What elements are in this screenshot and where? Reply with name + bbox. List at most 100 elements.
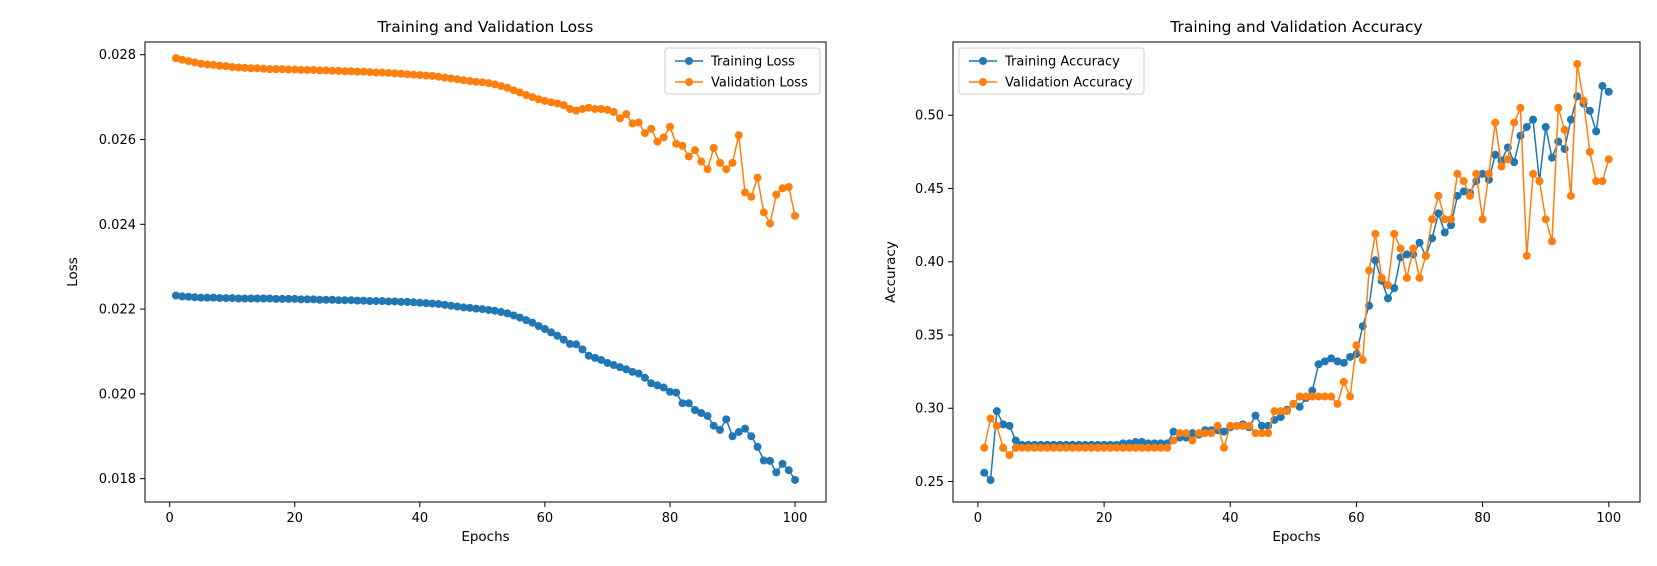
data-point — [209, 293, 218, 302]
data-point — [365, 297, 374, 306]
data-point — [1137, 443, 1146, 452]
data-point — [1434, 209, 1443, 218]
data-point — [465, 303, 474, 312]
data-point — [1592, 177, 1601, 186]
x-tick-label: 80 — [1474, 511, 1491, 526]
data-point — [553, 99, 562, 108]
data-point — [716, 425, 724, 434]
data-point — [472, 77, 481, 86]
y-axis-label: Loss — [65, 257, 81, 287]
data-point — [572, 106, 581, 115]
data-point — [665, 122, 674, 131]
data-point — [1484, 175, 1493, 184]
data-point — [772, 190, 781, 199]
data-point — [284, 65, 293, 74]
legend-entry: Validation Accuracy — [969, 76, 1133, 91]
data-point — [1346, 392, 1355, 401]
legend: Training Loss Validation Loss — [664, 47, 821, 95]
data-point — [1522, 122, 1531, 131]
data-point — [992, 407, 1001, 416]
data-point — [980, 443, 989, 452]
data-point — [228, 294, 237, 303]
data-point — [1421, 251, 1430, 260]
data-point — [722, 415, 731, 424]
y-tick-label: 0.50 — [915, 109, 944, 124]
data-point — [559, 101, 568, 110]
data-point — [1352, 341, 1361, 350]
data-point — [615, 363, 624, 372]
data-point — [522, 316, 531, 325]
data-point — [672, 388, 681, 397]
x-tick-label: 100 — [1596, 511, 1621, 526]
data-point — [178, 55, 187, 64]
data-point — [290, 65, 299, 74]
data-point — [359, 296, 368, 305]
data-point — [640, 129, 649, 138]
data-point — [228, 63, 237, 72]
data-point — [1365, 266, 1374, 275]
y-tick-label: 0.026 — [99, 133, 136, 148]
data-point — [1308, 392, 1317, 401]
x-tick-label: 80 — [662, 511, 679, 526]
data-point — [1339, 377, 1348, 386]
data-point — [1119, 443, 1128, 452]
x-tick-label: 20 — [286, 511, 303, 526]
data-point — [734, 428, 743, 437]
data-point — [647, 379, 656, 388]
data-point — [1238, 421, 1247, 430]
data-point — [340, 296, 349, 305]
data-point — [472, 304, 481, 313]
data-point — [1402, 273, 1411, 282]
data-point — [353, 67, 362, 76]
data-point — [365, 68, 374, 77]
data-point — [1320, 357, 1329, 366]
data-point — [1030, 443, 1039, 452]
data-point — [1283, 407, 1292, 416]
legend-box — [664, 47, 821, 95]
data-point — [1264, 429, 1273, 438]
data-point — [272, 65, 281, 74]
data-point — [1598, 81, 1607, 90]
data-point — [221, 62, 230, 71]
x-tick-label: 0 — [974, 511, 982, 526]
data-point — [590, 104, 599, 113]
data-point — [1377, 273, 1386, 282]
data-point — [203, 293, 212, 302]
data-point — [1011, 436, 1020, 445]
data-point — [1188, 429, 1197, 438]
data-point — [1434, 191, 1443, 200]
data-point — [1453, 191, 1462, 200]
y-tick-label: 0.022 — [99, 303, 136, 318]
data-point — [1402, 250, 1411, 259]
data-point — [622, 365, 631, 374]
data-point — [440, 73, 449, 82]
data-point — [1037, 443, 1045, 452]
data-point — [1257, 429, 1266, 438]
data-point — [1144, 443, 1153, 452]
series-line — [175, 294, 796, 481]
data-point — [528, 93, 537, 102]
data-point — [628, 119, 637, 128]
data-point — [1276, 407, 1285, 416]
data-point — [403, 297, 412, 306]
data-point — [322, 295, 331, 304]
data-point — [622, 110, 631, 119]
data-point — [497, 82, 506, 91]
data-point — [459, 76, 468, 85]
data-point — [265, 294, 274, 303]
data-point — [1396, 244, 1405, 253]
data-point — [992, 421, 1001, 430]
data-point — [1301, 392, 1310, 401]
data-point — [703, 165, 712, 174]
data-point — [1194, 429, 1203, 438]
data-point — [597, 104, 606, 113]
data-point — [440, 300, 449, 309]
data-point — [1415, 273, 1424, 282]
data-point — [1219, 427, 1228, 436]
data-point — [697, 408, 706, 417]
data-point — [322, 66, 331, 75]
data-point — [741, 424, 750, 433]
data-point — [1245, 421, 1254, 430]
y-tick-label: 0.024 — [99, 218, 136, 233]
data-point — [684, 152, 693, 161]
